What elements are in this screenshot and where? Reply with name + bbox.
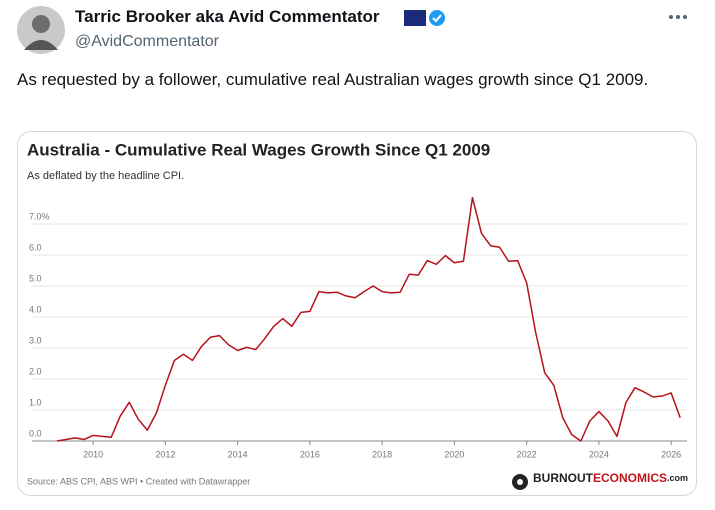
x-tick-label: 2020 [444,449,464,459]
data-line [56,196,681,442]
more-button[interactable] [669,15,687,19]
x-tick-label: 2022 [517,449,537,459]
y-tick-label: 1.0 [29,397,42,407]
chart-subtitle: As deflated by the headline CPI. [27,170,184,182]
avatar-head [32,15,50,33]
verified-check [432,14,442,23]
logo-icon [512,474,528,490]
x-tick-label: 2018 [372,449,392,459]
x-tick-label: 2010 [83,449,103,459]
x-tick-label: 2016 [300,449,320,459]
x-tick-label: 2014 [228,449,248,459]
x-tick-label: 2026 [661,449,681,459]
x-tick-label: 2024 [589,449,609,459]
source-note: Source: ABS CPI, ABS WPI • Created with … [27,476,250,486]
verified-badge [429,10,445,26]
user-handle[interactable]: @AvidCommentator [75,33,219,50]
x-tick-label: 2012 [155,449,175,459]
chart-title: Australia - Cumulative Real Wages Growth… [27,140,490,159]
y-tick-label: 4.0 [29,304,42,314]
y-tick-label: 5.0 [29,273,42,283]
user-name[interactable]: Tarric Brooker aka Avid Commentator [75,7,380,26]
y-tick-label: 2.0 [29,366,42,376]
avatar-body [24,40,58,50]
y-tick-label: 6.0 [29,242,42,252]
tweet-text: As requested by a follower, cumulative r… [17,70,649,89]
logo: BURNOUTECONOMICS.com [533,471,688,485]
y-tick-label: 7.0% [29,211,50,221]
y-tick-label: 3.0 [29,335,42,345]
logo-part: .com [667,473,688,483]
logo-part: ECONOMICS [593,471,667,485]
y-tick-label: 0.0 [29,428,42,438]
flag-icon [404,10,426,26]
logo-part: BURNOUT [533,471,594,485]
chart-card [17,131,697,496]
header-icons [17,6,687,54]
